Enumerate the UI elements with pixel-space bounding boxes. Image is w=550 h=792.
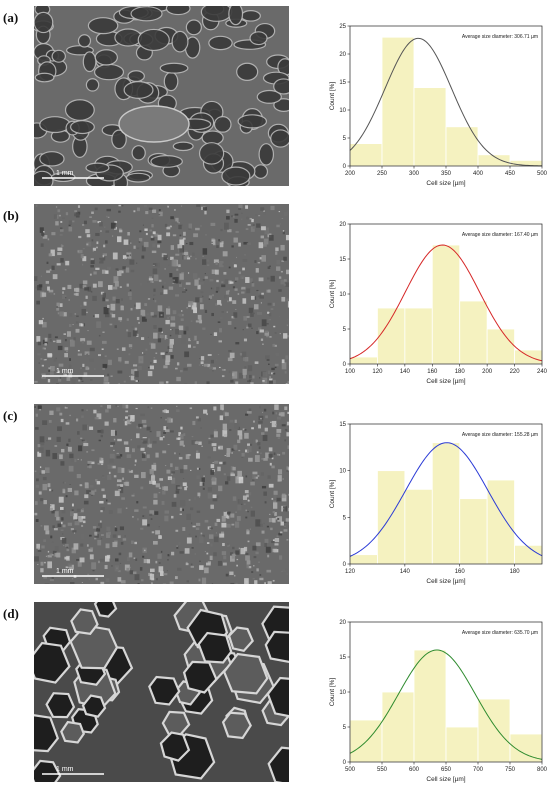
y-tick-label: 10 (339, 108, 346, 114)
panel-a: (a) 1 mm 200 250 300 350 400 450 500 0 5 10 15 20 25… (0, 6, 550, 194)
x-tick-label: 180 (455, 369, 466, 375)
x-tick-label: 700 (473, 767, 484, 773)
panel-c: (c) 1 mm 120 140 160 180 0 5 10 15 Cell size [µm… (0, 404, 550, 592)
histogram-bar (382, 37, 414, 166)
y-tick-label: 0 (343, 562, 347, 568)
x-tick-label: 160 (427, 369, 438, 375)
x-tick-label: 350 (441, 171, 452, 177)
panel-label: (b) (3, 208, 19, 224)
y-tick-label: 5 (343, 725, 347, 731)
histogram-bar (432, 443, 459, 564)
y-tick-label: 15 (339, 257, 346, 263)
average-size-annotation: Average size diameter: 155.28 µm (462, 432, 538, 438)
y-axis-label: Count [%] (329, 480, 336, 509)
y-tick-label: 10 (339, 469, 346, 475)
y-tick-label: 0 (343, 164, 347, 170)
y-tick-label: 15 (339, 422, 346, 428)
x-tick-label: 120 (372, 369, 383, 375)
x-tick-label: 650 (441, 767, 452, 773)
y-tick-label: 10 (339, 292, 346, 298)
average-size-annotation: Average size diameter: 167.40 µm (462, 232, 538, 238)
histogram-bar (432, 245, 459, 364)
average-size-annotation: Average size diameter: 635.70 µm (462, 630, 538, 636)
y-tick-label: 5 (343, 327, 347, 333)
x-tick-label: 800 (537, 767, 548, 773)
average-size-annotation: Average size diameter: 306.71 µm (462, 34, 538, 40)
histogram-chart: 100 120 140 160 180 200 220 240 0 5 10 15 20 Cell siz… (300, 204, 550, 394)
y-tick-label: 15 (339, 80, 346, 86)
histogram-chart: 500 550 600 650 700 750 800 0 5 10 15 20 Cell size [… (300, 602, 550, 792)
x-tick-label: 550 (377, 767, 388, 773)
panel-b: (b) 1 mm 100 120 140 160 180 200 220 240 0 5 10 15 2… (0, 204, 550, 392)
x-tick-label: 500 (345, 767, 356, 773)
histogram-bar (460, 499, 487, 564)
x-tick-label: 250 (377, 171, 388, 177)
y-tick-label: 20 (339, 52, 346, 58)
y-tick-label: 5 (343, 515, 347, 521)
sem-micrograph: 1 mm (34, 6, 289, 186)
histogram-bar (487, 480, 514, 564)
panel-label: (d) (3, 606, 19, 622)
histogram-bar (377, 308, 404, 364)
histogram-bar (478, 699, 510, 762)
x-tick-label: 300 (409, 171, 420, 177)
histogram-bar (487, 329, 514, 364)
histogram-bar (515, 350, 542, 364)
histogram-bar (377, 471, 404, 564)
x-tick-label: 100 (345, 369, 356, 375)
scale-bar-label: 1 mm (56, 170, 74, 177)
y-tick-label: 0 (343, 362, 347, 368)
sem-micrograph: 1 mm (34, 204, 289, 384)
y-axis-label: Count [%] (329, 280, 336, 309)
panel-d: (d) 1 mm 500 550 600 650 700 750 800 0 5 10 15 20 Ce… (0, 602, 550, 790)
scale-bar-label: 1 mm (56, 568, 74, 575)
histogram-bar (382, 692, 414, 762)
x-tick-label: 500 (537, 171, 548, 177)
sem-micrograph: 1 mm (34, 602, 289, 782)
y-tick-label: 15 (339, 655, 346, 661)
x-tick-label: 140 (400, 569, 411, 575)
histogram-bar (350, 144, 382, 166)
y-tick-label: 0 (343, 760, 347, 766)
x-tick-label: 750 (505, 767, 516, 773)
x-axis-label: Cell size [µm] (426, 776, 465, 783)
x-axis-label: Cell size [µm] (426, 378, 465, 385)
x-tick-label: 180 (510, 569, 521, 575)
x-axis-label: Cell size [µm] (426, 180, 465, 187)
x-axis-label: Cell size [µm] (426, 578, 465, 585)
histogram-bar (350, 357, 377, 364)
histogram-bar (515, 545, 542, 564)
x-tick-label: 120 (345, 569, 356, 575)
histogram-bar (414, 88, 446, 166)
histogram-bar (446, 727, 478, 762)
y-tick-label: 5 (343, 136, 347, 142)
panel-label: (c) (3, 408, 17, 424)
x-tick-label: 400 (473, 171, 484, 177)
histogram-bar (414, 650, 446, 762)
x-tick-label: 220 (510, 369, 521, 375)
x-tick-label: 140 (400, 369, 411, 375)
scale-bar-label: 1 mm (56, 766, 74, 773)
y-tick-label: 10 (339, 690, 346, 696)
histogram-bar (405, 308, 432, 364)
x-tick-label: 600 (409, 767, 420, 773)
y-tick-label: 20 (339, 222, 346, 228)
y-axis-label: Count [%] (329, 678, 336, 707)
x-tick-label: 200 (482, 369, 493, 375)
histogram-bar (405, 489, 432, 564)
panel-label: (a) (3, 10, 18, 26)
sem-micrograph: 1 mm (34, 404, 289, 584)
y-tick-label: 20 (339, 620, 346, 626)
x-tick-label: 450 (505, 171, 516, 177)
histogram-chart: 200 250 300 350 400 450 500 0 5 10 15 20 25 Cell size… (300, 6, 550, 196)
histogram-bar (350, 555, 377, 564)
y-tick-label: 25 (339, 24, 346, 30)
x-tick-label: 240 (537, 369, 548, 375)
x-tick-label: 160 (455, 569, 466, 575)
histogram-chart: 120 140 160 180 0 5 10 15 Cell size [µm] Count [%… (300, 404, 550, 594)
histogram-bar (460, 301, 487, 364)
x-tick-label: 200 (345, 171, 356, 177)
scale-bar-label: 1 mm (56, 368, 74, 375)
y-axis-label: Count [%] (329, 82, 336, 111)
